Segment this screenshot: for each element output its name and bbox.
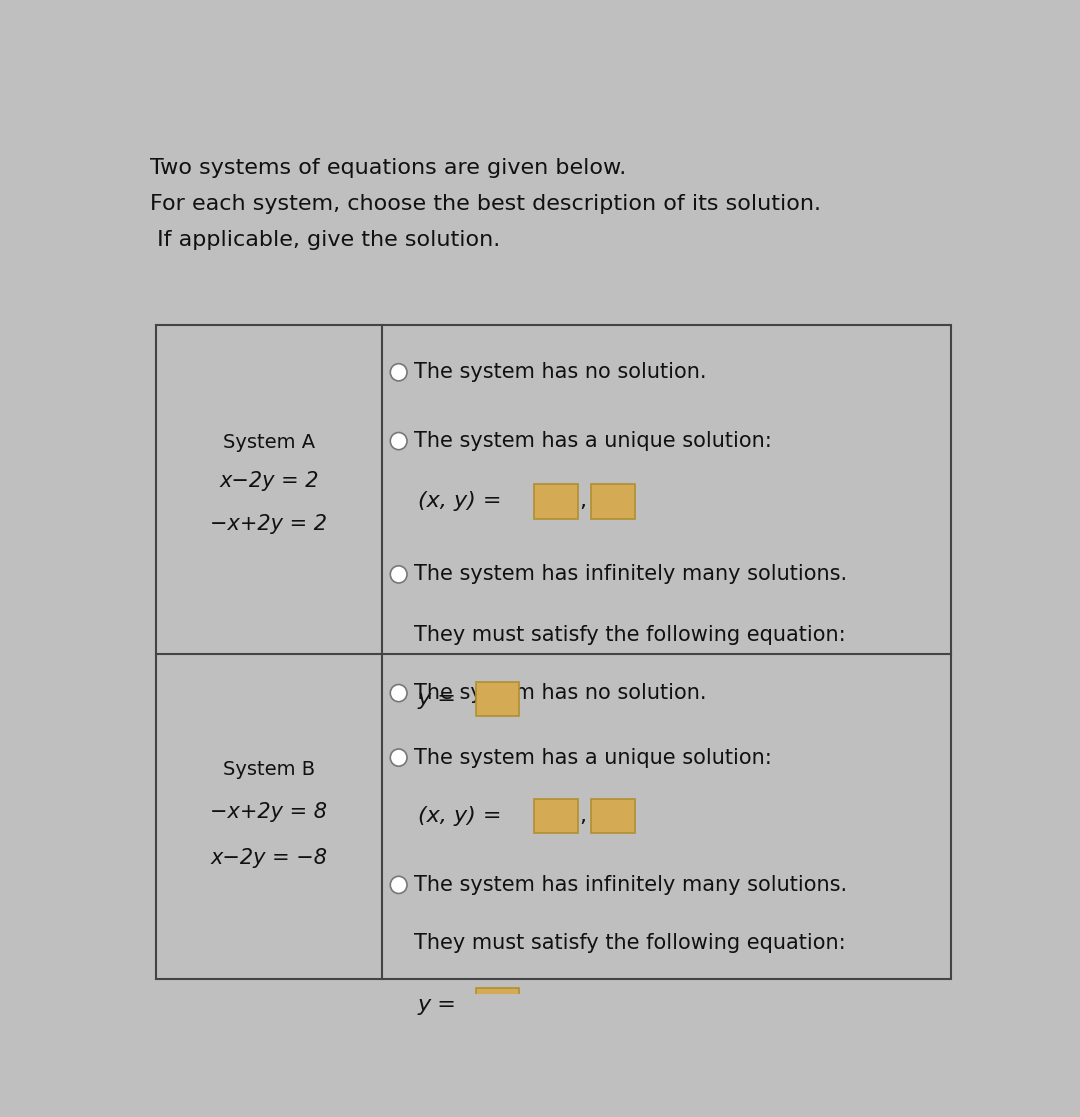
Circle shape <box>390 750 407 766</box>
Circle shape <box>390 566 407 583</box>
Text: y =: y = <box>418 995 457 1015</box>
Text: x−2y = 2: x−2y = 2 <box>219 471 319 491</box>
Text: Two systems of equations are given below.: Two systems of equations are given below… <box>150 159 626 178</box>
FancyBboxPatch shape <box>535 484 578 518</box>
FancyBboxPatch shape <box>475 989 519 1022</box>
Circle shape <box>390 877 407 894</box>
Text: They must satisfy the following equation:: They must satisfy the following equation… <box>414 624 846 645</box>
Circle shape <box>390 364 407 381</box>
FancyBboxPatch shape <box>591 484 635 518</box>
FancyBboxPatch shape <box>475 681 519 716</box>
Text: The system has no solution.: The system has no solution. <box>414 362 706 382</box>
Text: The system has infinitely many solutions.: The system has infinitely many solutions… <box>414 875 847 895</box>
Text: (x, y) =: (x, y) = <box>418 491 501 512</box>
Text: The system has a unique solution:: The system has a unique solution: <box>414 431 771 451</box>
Circle shape <box>390 432 407 450</box>
Text: x−2y = −8: x−2y = −8 <box>211 848 327 868</box>
Circle shape <box>390 685 407 701</box>
Text: y =: y = <box>418 689 457 709</box>
Text: −x+2y = 2: −x+2y = 2 <box>211 514 327 534</box>
Text: The system has a unique solution:: The system has a unique solution: <box>414 747 771 767</box>
FancyBboxPatch shape <box>591 799 635 833</box>
Text: (x, y) =: (x, y) = <box>418 806 501 827</box>
Text: ,: , <box>580 806 586 827</box>
FancyBboxPatch shape <box>535 799 578 833</box>
Text: They must satisfy the following equation:: They must satisfy the following equation… <box>414 933 846 953</box>
Text: System B: System B <box>222 760 315 779</box>
Text: The system has no solution.: The system has no solution. <box>414 684 706 703</box>
Text: −x+2y = 8: −x+2y = 8 <box>211 802 327 822</box>
Text: For each system, choose the best description of its solution.: For each system, choose the best descrip… <box>150 194 821 214</box>
Bar <box>156 325 951 978</box>
Text: If applicable, give the solution.: If applicable, give the solution. <box>150 230 500 250</box>
Text: The system has infinitely many solutions.: The system has infinitely many solutions… <box>414 564 847 584</box>
Text: System A: System A <box>222 433 315 452</box>
Text: ,: , <box>580 491 586 512</box>
